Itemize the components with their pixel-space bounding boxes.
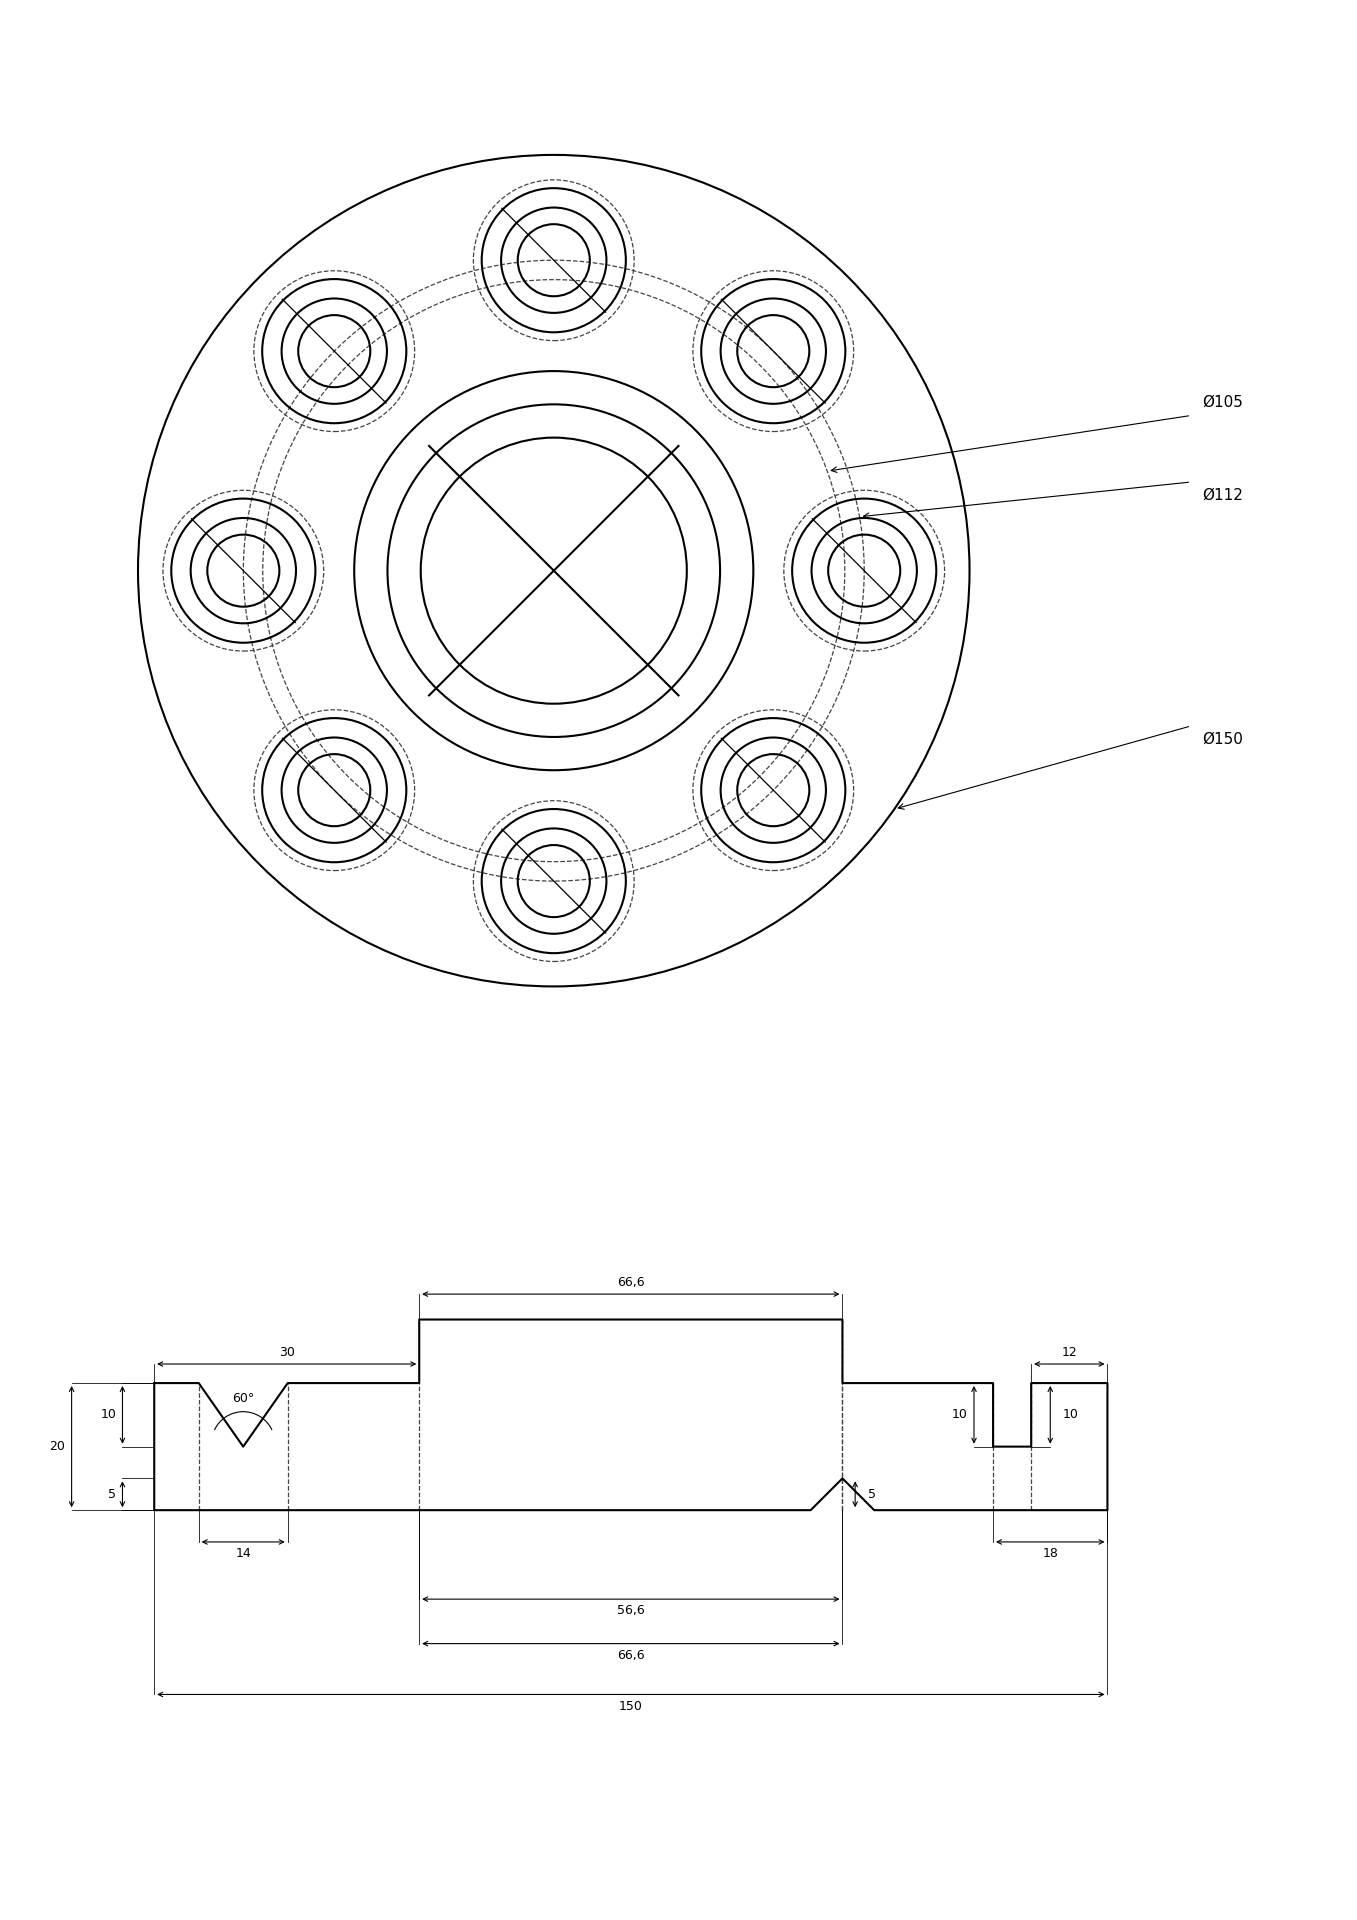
Text: 10: 10 <box>951 1409 968 1421</box>
Text: Ø112: Ø112 <box>1202 488 1243 503</box>
Text: 12: 12 <box>1061 1346 1077 1359</box>
Text: 5: 5 <box>109 1488 117 1501</box>
Text: 30: 30 <box>278 1346 294 1359</box>
Text: 56,6: 56,6 <box>617 1605 645 1617</box>
Text: Ø150: Ø150 <box>1202 732 1243 747</box>
Text: 66,6: 66,6 <box>617 1649 645 1661</box>
Text: 5: 5 <box>868 1488 875 1501</box>
Text: Ø105: Ø105 <box>1202 396 1243 409</box>
Text: 60°: 60° <box>232 1392 254 1405</box>
Text: 20: 20 <box>49 1440 65 1453</box>
Text: 14: 14 <box>235 1548 251 1561</box>
Text: 10: 10 <box>100 1409 117 1421</box>
Text: 66,6: 66,6 <box>617 1277 645 1288</box>
Text: 150: 150 <box>619 1699 643 1713</box>
Text: 10: 10 <box>1063 1409 1079 1421</box>
Text: 18: 18 <box>1042 1548 1058 1561</box>
